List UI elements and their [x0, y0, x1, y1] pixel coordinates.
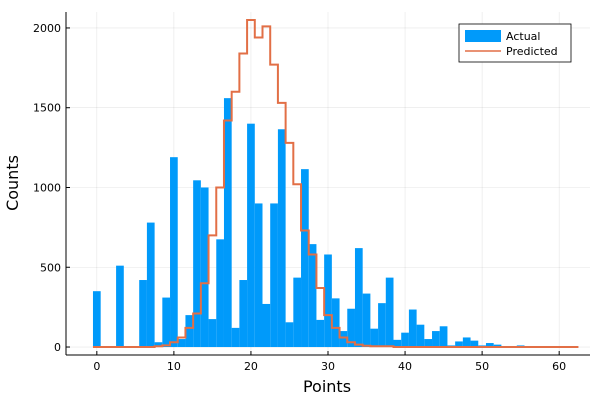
predicted-step-line — [92, 18, 579, 349]
bar — [231, 327, 240, 348]
x-tick-label: 30 — [321, 360, 335, 373]
bar — [301, 169, 309, 348]
bar — [324, 254, 332, 348]
y-tick-label: 2000 — [33, 22, 61, 35]
bar — [193, 180, 201, 348]
bar — [393, 339, 402, 348]
y-tick-label: 1500 — [33, 102, 61, 115]
legend-label-actual: Actual — [506, 30, 540, 43]
bar — [316, 319, 325, 348]
x-tick-label: 20 — [244, 360, 258, 373]
x-tick-label: 60 — [552, 360, 566, 373]
legend-label-predicted: Predicted — [506, 45, 558, 58]
bar — [162, 297, 171, 348]
x-ticks: 0 10 20 30 40 50 60 — [93, 351, 566, 373]
bar — [470, 340, 479, 348]
bar — [146, 222, 155, 348]
bar — [254, 203, 263, 348]
bar — [362, 293, 371, 348]
legend: Actual Predicted — [458, 23, 572, 63]
bar — [277, 129, 286, 348]
bar — [339, 331, 348, 348]
bar — [401, 332, 409, 348]
y-tick-label: 0 — [54, 341, 61, 354]
actual-bars — [92, 98, 533, 348]
x-tick-label: 10 — [167, 360, 181, 373]
bar — [270, 203, 278, 348]
bar — [154, 342, 163, 348]
y-axis-label: Counts — [3, 155, 22, 211]
bar — [408, 309, 417, 348]
bar — [285, 322, 294, 348]
bar — [485, 343, 494, 348]
bar — [331, 298, 340, 348]
x-tick-label: 0 — [93, 360, 100, 373]
x-tick-label: 50 — [475, 360, 489, 373]
bar — [354, 248, 363, 348]
x-axis-label: Points — [303, 377, 351, 396]
legend-swatch-actual — [465, 30, 501, 42]
y-ticks: 0 500 1000 1500 2000 — [33, 22, 70, 354]
bar — [216, 239, 224, 348]
bar — [177, 339, 186, 348]
bar — [239, 280, 248, 348]
bar — [370, 328, 379, 348]
bar — [247, 123, 255, 348]
bar — [170, 157, 178, 348]
bar — [432, 331, 440, 348]
x-tick-label: 40 — [398, 360, 412, 373]
y-tick-label: 500 — [40, 261, 61, 274]
bar — [116, 265, 124, 348]
bar — [185, 315, 194, 348]
bar — [385, 277, 394, 348]
bar — [293, 277, 302, 348]
bar — [347, 308, 355, 348]
bar — [200, 187, 209, 348]
bar — [262, 303, 271, 348]
bar — [424, 339, 433, 348]
bar — [139, 280, 147, 348]
bar — [92, 291, 101, 348]
bar — [439, 326, 448, 348]
bar — [308, 244, 317, 348]
bar — [493, 344, 502, 348]
bar — [455, 341, 463, 348]
bar — [378, 303, 386, 348]
bar — [208, 319, 217, 348]
bar — [416, 324, 425, 348]
bar — [462, 337, 471, 348]
bar — [223, 98, 232, 348]
y-tick-label: 1000 — [33, 181, 61, 194]
